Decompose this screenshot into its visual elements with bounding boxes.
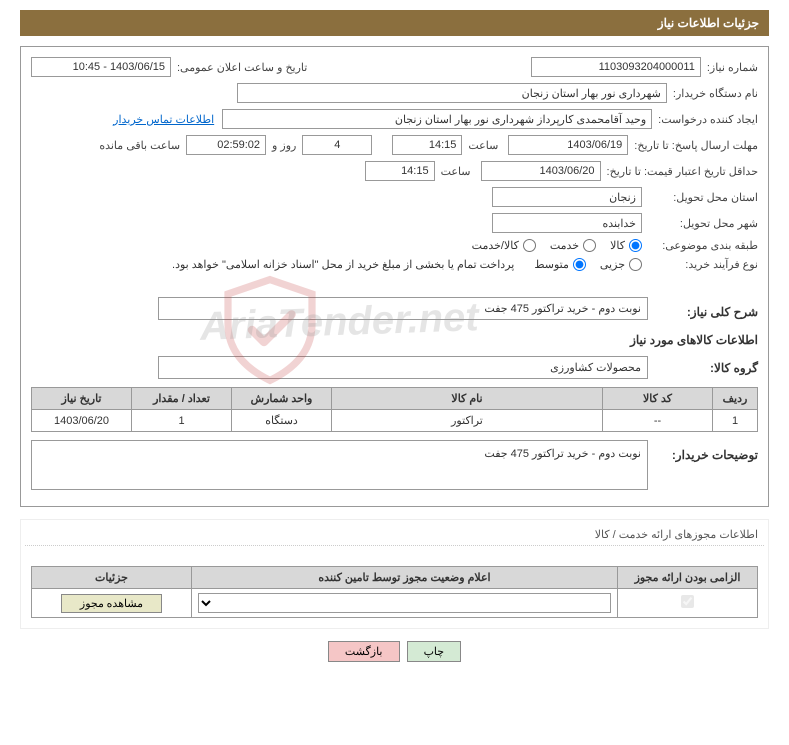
cell-name: تراکتور (332, 410, 603, 432)
radio-medium-input[interactable] (573, 258, 586, 271)
radio-medium[interactable]: متوسط (534, 258, 586, 271)
th-status: اعلام وضعیت مجوز توسط تامین کننده (192, 567, 618, 589)
view-license-button[interactable]: مشاهده مجوز (61, 594, 162, 613)
days-label: روز و (272, 139, 296, 152)
radio-goods-service-input[interactable] (523, 239, 536, 252)
validity-label: حداقل تاریخ اعتبار قیمت: تا تاریخ: (607, 165, 758, 178)
process-label: نوع فرآیند خرید: (648, 258, 758, 271)
license-section: اطلاعات مجوزهای ارائه خدمت / کالا الزامی… (20, 519, 769, 629)
announce-value: 1403/06/15 - 10:45 (31, 57, 171, 77)
province-label: استان محل تحویل: (648, 191, 758, 204)
buyer-notes-label: توضیحات خریدار: (648, 448, 758, 462)
radio-small-label: جزیی (600, 258, 625, 271)
th-mandatory: الزامی بودن ارائه مجوز (618, 567, 758, 589)
process-note: پرداخت تمام یا بخشی از مبلغ خرید از محل … (172, 258, 514, 271)
goods-table: ردیف کد کالا نام کالا واحد شمارش تعداد /… (31, 387, 758, 432)
validity-date: 1403/06/20 (481, 161, 601, 181)
goods-info-title: اطلاعات کالاهای مورد نیاز (31, 333, 758, 347)
need-no-value: 1103093204000011 (531, 57, 701, 77)
deadline-time: 14:15 (392, 135, 462, 155)
th-date: تاریخ نیاز (32, 388, 132, 410)
th-row: ردیف (713, 388, 758, 410)
days-value: 4 (302, 135, 372, 155)
remain-label: ساعت باقی مانده (99, 139, 180, 152)
time-label-2: ساعت (441, 165, 471, 178)
announce-label: تاریخ و ساعت اعلان عمومی: (177, 61, 307, 74)
main-frame: شماره نیاز: 1103093204000011 تاریخ و ساع… (20, 46, 769, 507)
license-row: مشاهده مجوز (32, 589, 758, 618)
time-label-1: ساعت (468, 139, 498, 152)
radio-goods-service[interactable]: کالا/خدمت (472, 239, 536, 252)
cell-status (192, 589, 618, 618)
city-value: خدابنده (492, 213, 642, 233)
buyer-org-label: نام دستگاه خریدار: (673, 87, 758, 100)
radio-goods-label: کالا (610, 239, 625, 252)
radio-small[interactable]: جزیی (600, 258, 642, 271)
overall-desc-value: نوبت دوم - خرید تراکتور 475 جفت (158, 297, 648, 320)
radio-service-input[interactable] (583, 239, 596, 252)
process-radio-group: جزیی متوسط (534, 258, 642, 271)
print-button[interactable]: چاپ (407, 641, 462, 662)
th-qty: تعداد / مقدار (132, 388, 232, 410)
countdown-value: 02:59:02 (186, 135, 266, 155)
table-row: 1 -- تراکتور دستگاه 1 1403/06/20 (32, 410, 758, 432)
buyer-org-value: شهرداری نور بهار استان زنجان (237, 83, 667, 103)
page-header: جزئیات اطلاعات نیاز (20, 10, 769, 36)
goods-group-value: محصولات کشاورزی (158, 356, 648, 379)
need-no-label: شماره نیاز: (707, 61, 758, 74)
th-code: کد کالا (603, 388, 713, 410)
buyer-notes-value: نوبت دوم - خرید تراکتور 475 جفت (31, 440, 648, 490)
deadline-label: مهلت ارسال پاسخ: تا تاریخ: (634, 139, 758, 152)
radio-goods-service-label: کالا/خدمت (472, 239, 519, 252)
radio-goods[interactable]: کالا (610, 239, 642, 252)
mandatory-checkbox (681, 595, 694, 608)
cell-unit: دستگاه (232, 410, 332, 432)
cell-code: -- (603, 410, 713, 432)
cell-row: 1 (713, 410, 758, 432)
validity-time: 14:15 (365, 161, 435, 181)
radio-small-input[interactable] (629, 258, 642, 271)
category-label: طبقه بندی موضوعی: (648, 239, 758, 252)
radio-service-label: خدمت (550, 239, 579, 252)
requester-value: وحید آقامحمدی کارپرداز شهرداری نور بهار … (222, 109, 652, 129)
requester-label: ایجاد کننده درخواست: (658, 113, 758, 126)
cell-qty: 1 (132, 410, 232, 432)
radio-medium-label: متوسط (534, 258, 569, 271)
province-value: زنجان (492, 187, 642, 207)
city-label: شهر محل تحویل: (648, 217, 758, 230)
radio-goods-input[interactable] (629, 239, 642, 252)
button-row: چاپ بازگشت (20, 641, 769, 662)
cell-mandatory (618, 589, 758, 618)
license-section-title: اطلاعات مجوزهای ارائه خدمت / کالا (25, 524, 764, 546)
deadline-date: 1403/06/19 (508, 135, 628, 155)
buyer-contact-link[interactable]: اطلاعات تماس خریدار (113, 113, 214, 126)
license-table: الزامی بودن ارائه مجوز اعلام وضعیت مجوز … (31, 566, 758, 618)
radio-service[interactable]: خدمت (550, 239, 596, 252)
th-unit: واحد شمارش (232, 388, 332, 410)
category-radio-group: کالا خدمت کالا/خدمت (472, 239, 642, 252)
cell-date: 1403/06/20 (32, 410, 132, 432)
th-details: جزئیات (32, 567, 192, 589)
goods-group-label: گروه کالا: (648, 361, 758, 375)
back-button[interactable]: بازگشت (328, 641, 400, 662)
overall-desc-label: شرح کلی نیاز: (648, 305, 758, 319)
status-select[interactable] (198, 593, 611, 613)
th-name: نام کالا (332, 388, 603, 410)
cell-details: مشاهده مجوز (32, 589, 192, 618)
